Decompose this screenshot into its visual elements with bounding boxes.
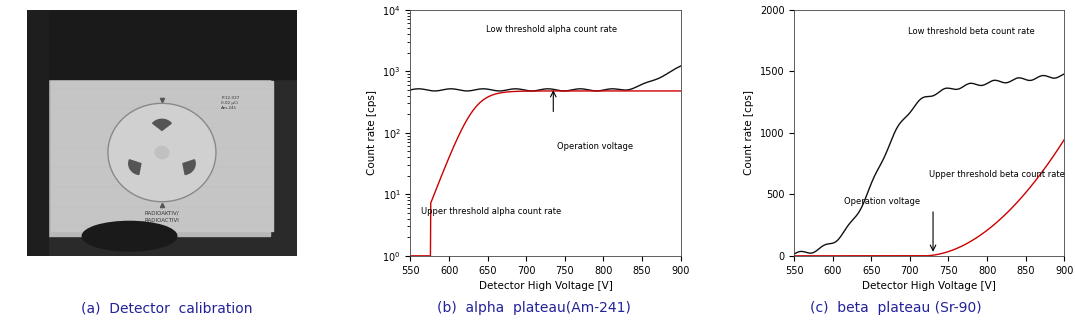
Text: (a)  Detector  calibration: (a) Detector calibration — [81, 301, 253, 315]
Bar — [27, 10, 297, 79]
Text: RADIOACTIVI: RADIOACTIVI — [144, 218, 180, 223]
Wedge shape — [153, 119, 171, 130]
X-axis label: Detector High Voltage [V]: Detector High Voltage [V] — [862, 281, 997, 291]
Text: Low threshold alpha count rate: Low threshold alpha count rate — [486, 25, 617, 33]
Text: P-12-037
0.02 μCi
Am-241: P-12-037 0.02 μCi Am-241 — [221, 96, 240, 110]
Text: Upper threshold beta count rate: Upper threshold beta count rate — [929, 170, 1065, 179]
Wedge shape — [129, 160, 141, 174]
Text: RADIOAKTIV/: RADIOAKTIV/ — [145, 210, 180, 215]
Y-axis label: Count rate [cps]: Count rate [cps] — [367, 90, 376, 175]
Text: Operation voltage: Operation voltage — [557, 142, 633, 151]
Circle shape — [155, 146, 169, 159]
Y-axis label: Count rate [cps]: Count rate [cps] — [744, 90, 755, 175]
Bar — [27, 10, 48, 256]
Text: (b)  alpha  plateau(Am-241): (b) alpha plateau(Am-241) — [438, 301, 631, 315]
Wedge shape — [183, 160, 196, 174]
X-axis label: Detector High Voltage [V]: Detector High Voltage [V] — [478, 281, 613, 291]
Ellipse shape — [83, 221, 176, 251]
FancyBboxPatch shape — [48, 34, 270, 236]
Polygon shape — [52, 81, 273, 231]
Circle shape — [108, 103, 216, 202]
Text: Low threshold beta count rate: Low threshold beta count rate — [907, 27, 1034, 36]
Text: Upper threshold alpha count rate: Upper threshold alpha count rate — [421, 207, 561, 215]
Text: Operation voltage: Operation voltage — [844, 197, 920, 206]
Text: (c)  beta  plateau (Sr-90): (c) beta plateau (Sr-90) — [809, 301, 981, 315]
